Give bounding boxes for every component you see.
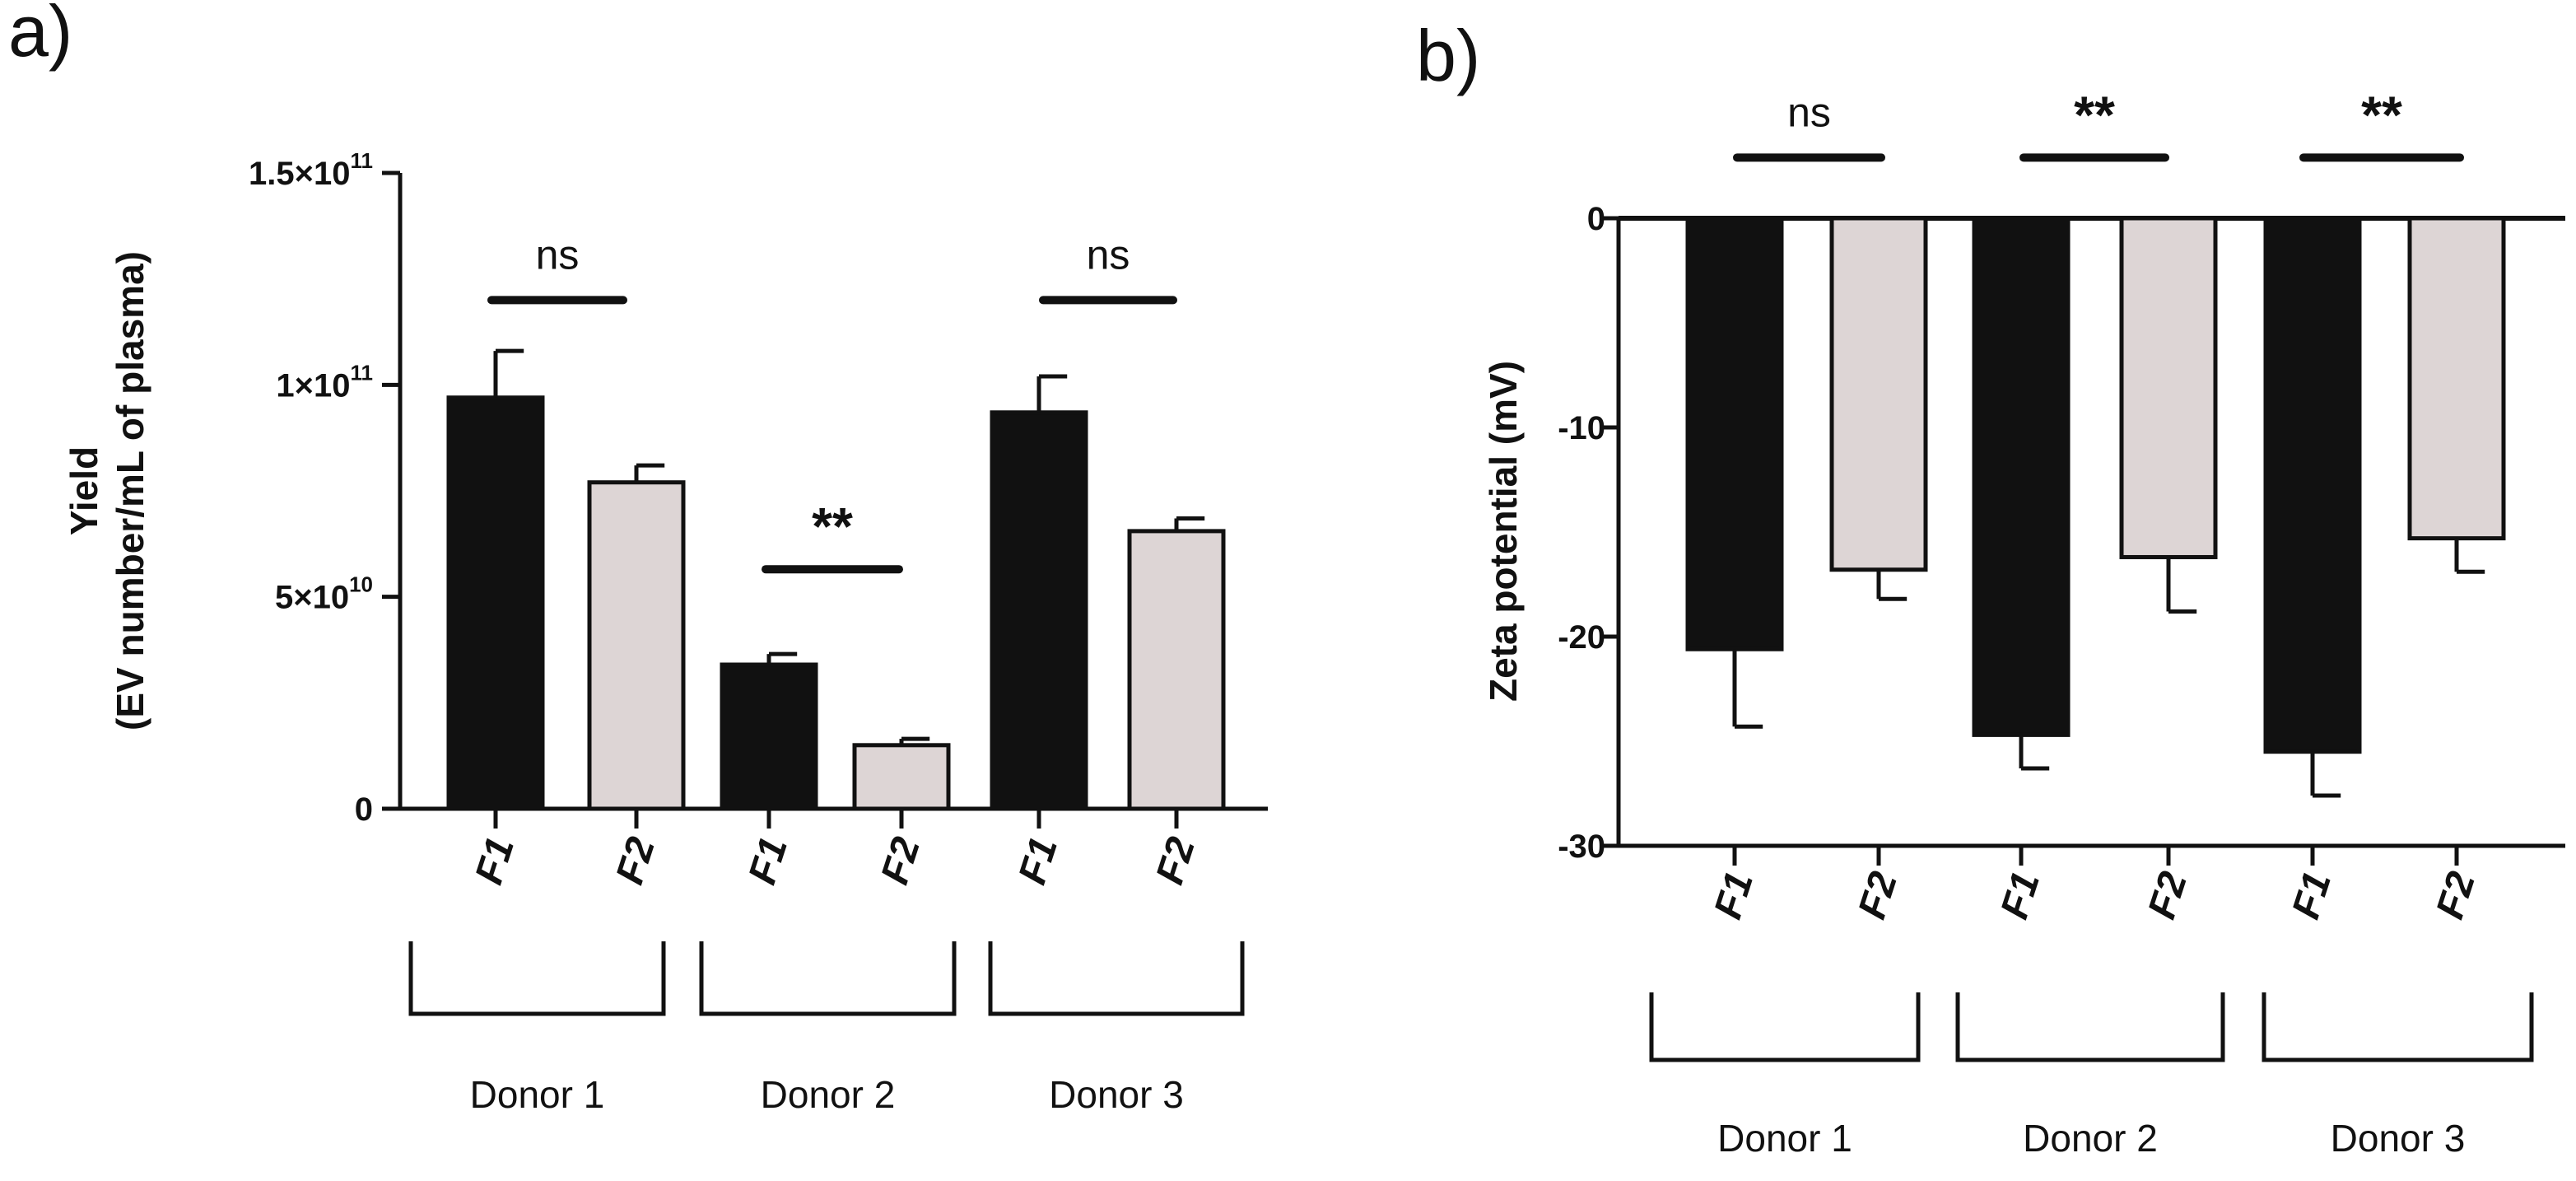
y-axis-title: Zeta potential (mV) — [1482, 361, 1525, 702]
significance-bar — [1039, 296, 1177, 305]
x-category-label: F1 — [740, 832, 796, 889]
y-axis-title: Yield — [63, 446, 105, 535]
bar-f2 — [2407, 216, 2506, 541]
y-tick-label: 1.5×1011 — [249, 148, 373, 192]
x-category-label: F1 — [1010, 832, 1066, 889]
bar-f2 — [1829, 216, 1928, 572]
y-tick-label: 5×1010 — [275, 572, 373, 616]
x-category-label: F2 — [873, 832, 929, 889]
significance-bar — [1733, 153, 1885, 162]
significance-label: ** — [812, 497, 853, 556]
group-label: Donor 2 — [761, 1073, 896, 1116]
x-category-label: F1 — [1992, 866, 2048, 924]
x-category-label: F2 — [2140, 866, 2196, 924]
significance-bar — [762, 565, 903, 574]
group-label: Donor 1 — [1717, 1117, 1852, 1160]
significance-label: ** — [2074, 85, 2115, 144]
y-tick-label: 0 — [355, 791, 373, 828]
bar-f1 — [1972, 216, 2071, 737]
group-label: Donor 2 — [2023, 1117, 2158, 1160]
x-category-label: F1 — [2284, 866, 2340, 924]
group-label: Donor 3 — [1049, 1073, 1184, 1116]
bar-f2 — [587, 480, 686, 811]
significance-label: ns — [536, 231, 580, 278]
x-category-label: F2 — [1148, 832, 1204, 889]
panel-b-zeta-chart: b) 0 -10 -20 -30 F1 F2 F1 F2 F1 F2 ns ** ** Donor 1 Don… — [1416, 15, 2565, 1160]
significance-bar — [2299, 153, 2464, 162]
y-tick-label: -30 — [1558, 829, 1605, 865]
bar-f1 — [446, 395, 545, 811]
group-label: Donor 1 — [470, 1073, 605, 1116]
y-axis-title: (EV number/mL of plasma) — [109, 251, 151, 731]
group-bracket — [1649, 992, 1921, 1062]
significance-label: ns — [1787, 89, 1831, 135]
significance-bar — [2019, 153, 2169, 162]
x-category-label: F1 — [467, 832, 523, 889]
bar-f1 — [720, 662, 818, 811]
group-bracket — [408, 941, 666, 1016]
bar-f2 — [1127, 529, 1226, 811]
y-tick-label: 1×1011 — [276, 360, 373, 404]
group-label: Donor 3 — [2331, 1117, 2466, 1160]
panel-a-yield-chart: a) 0 5×1010 1×1011 1.5×1011 F1 F2 F1 F2 F1 F2 ns ** n… — [8, 0, 1268, 1116]
significance-label: ** — [2361, 85, 2402, 144]
group-bracket — [699, 941, 957, 1016]
panel-letter: b) — [1416, 15, 1480, 96]
group-bracket — [1955, 992, 2225, 1062]
bar-f1 — [990, 410, 1088, 811]
y-tick-label: 0 — [1587, 201, 1605, 237]
y-tick-label: -10 — [1558, 410, 1605, 446]
group-bracket — [988, 941, 1245, 1016]
y-tick-label: -20 — [1558, 619, 1605, 656]
significance-bar — [487, 296, 627, 305]
bar-f2 — [852, 743, 951, 811]
bar-f1 — [1685, 216, 1784, 651]
bar-f1 — [2263, 216, 2362, 754]
panel-letter: a) — [8, 0, 72, 72]
x-category-label: F2 — [608, 832, 664, 889]
bar-f2 — [2119, 216, 2218, 559]
x-category-label: F2 — [2428, 866, 2484, 924]
x-category-label: F1 — [1706, 866, 1762, 924]
group-bracket — [2262, 992, 2534, 1062]
significance-label: ns — [1087, 231, 1130, 278]
x-category-label: F2 — [1850, 866, 1906, 924]
